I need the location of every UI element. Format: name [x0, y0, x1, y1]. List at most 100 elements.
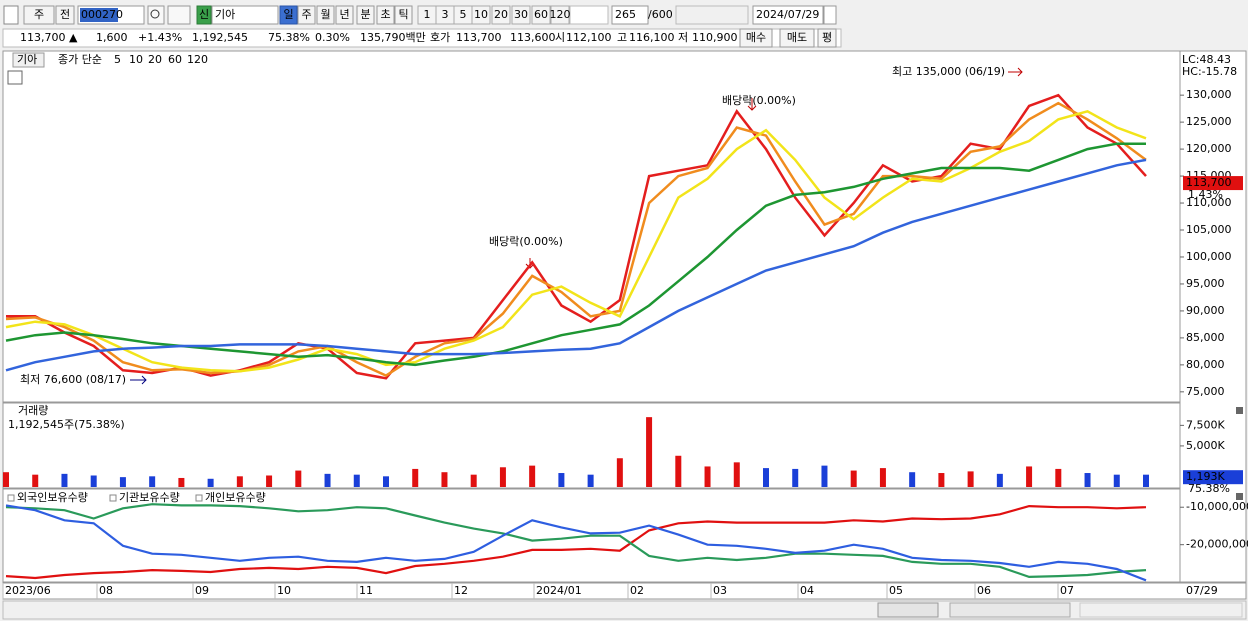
interval-button-box[interactable]: [297, 5, 316, 25]
volume-subtitle: 1,192,545주(75.38%): [8, 418, 125, 431]
x-tick-label: 02: [630, 584, 644, 597]
y-tick-label: 130,000: [1186, 88, 1232, 101]
x-tick-label: 11: [359, 584, 373, 597]
buy-button-box[interactable]: [739, 28, 773, 48]
x-tick-label: 04: [800, 584, 814, 597]
avg-button[interactable]: 평: [822, 31, 832, 44]
period-n-button: 20: [494, 8, 508, 21]
period-n-button-box[interactable]: [531, 5, 551, 25]
hc-label: HC:-15.78: [1182, 65, 1237, 78]
period-n-button-box[interactable]: [471, 5, 491, 25]
selection: [80, 8, 118, 22]
legend-item[interactable]: 개인보유수량: [205, 491, 266, 504]
x-tick-label: 07: [1060, 584, 1074, 597]
annotation: 배당락(0.00%): [489, 235, 563, 248]
interval-button: 월: [320, 8, 330, 21]
change: 1,600: [96, 31, 128, 44]
stock-name-input-box[interactable]: [211, 5, 279, 25]
volume-bar: [383, 476, 389, 487]
interval-button-box[interactable]: [394, 5, 413, 25]
menu-icon[interactable]: [3, 5, 19, 25]
series-line: [5, 101, 1147, 378]
volume-bar: [1026, 466, 1033, 487]
volume-bar: [441, 472, 448, 487]
close-icon[interactable]: [1236, 493, 1243, 500]
table-icon[interactable]: [7, 70, 23, 85]
period-n-button: 1: [424, 8, 431, 21]
y-tick-label: -20,000,000: [1186, 538, 1248, 551]
x-tick-label: 06: [977, 584, 991, 597]
annotation-arrow: [1008, 67, 1023, 77]
sound-button[interactable]: [167, 5, 191, 25]
last-volume-label: 1,193K: [1186, 470, 1225, 483]
volume-bar: [763, 468, 769, 487]
volume-bar: [32, 474, 39, 487]
legend-item[interactable]: 20: [148, 53, 162, 66]
sell-button[interactable]: 매도: [787, 31, 807, 44]
legend-item[interactable]: 120: [187, 53, 208, 66]
volume-bar: [675, 455, 682, 487]
calendar-button[interactable]: [823, 5, 837, 25]
interval-button-box[interactable]: [335, 5, 354, 25]
volume-bar: [850, 470, 857, 487]
zoom-tools[interactable]: [1079, 602, 1243, 618]
legend-item[interactable]: 기관보유수량: [119, 491, 180, 504]
volume-bar: [207, 478, 214, 487]
mode-button: 전: [60, 8, 70, 21]
legend-item[interactable]: 5: [114, 53, 121, 66]
y-tick-label: 85,000: [1186, 331, 1225, 344]
volume-bar: [1055, 468, 1062, 487]
legend-swatch: [7, 494, 15, 502]
period-n-button-box[interactable]: [491, 5, 511, 25]
sell-button-box[interactable]: [779, 28, 815, 48]
search-icon: [150, 9, 160, 19]
zoom-slider[interactable]: [949, 602, 1071, 618]
period-n-button-box[interactable]: [511, 5, 531, 25]
y-tick-label: 110,000: [1186, 196, 1232, 209]
interval-button-box[interactable]: [376, 5, 395, 25]
volume-bar: [295, 470, 302, 487]
value-axis-panel: [1179, 50, 1247, 583]
legend-item[interactable]: 60: [168, 53, 182, 66]
period-select-box[interactable]: [23, 5, 55, 25]
y-tick-label: -10,000,000: [1186, 500, 1248, 513]
new-button-box[interactable]: [196, 5, 212, 25]
volume-bar: [879, 468, 886, 487]
last-volume-marker: [1183, 470, 1243, 485]
scroll-buttons[interactable]: [877, 602, 939, 618]
volume-bar: [909, 472, 916, 487]
interval-button-box[interactable]: [316, 5, 335, 25]
volume-bar: [266, 475, 273, 487]
close-icon[interactable]: [1236, 407, 1243, 414]
buy-button[interactable]: 매수: [746, 31, 766, 44]
legend-item[interactable]: 외국인보유수량: [17, 491, 88, 504]
interval-button-box[interactable]: [279, 5, 298, 25]
legend-label: 종가 단순: [58, 53, 102, 66]
legend-title: 기아: [17, 53, 37, 66]
volume-bar: [324, 473, 331, 487]
date-input-box[interactable]: [752, 5, 824, 25]
y-tick-label: 5,000K: [1186, 439, 1225, 452]
rate: +1.43%: [138, 31, 182, 44]
ask: 113,700: [456, 31, 502, 44]
dropdown[interactable]: [569, 5, 609, 25]
volume-bar: [558, 473, 565, 487]
mode-button-box[interactable]: [55, 5, 75, 25]
legend-item[interactable]: 10: [129, 53, 143, 66]
interval-button-box[interactable]: [356, 5, 375, 25]
search-button[interactable]: [147, 5, 165, 25]
volume-bar: [1113, 474, 1120, 487]
volume-bar: [792, 468, 799, 487]
count-input-box[interactable]: [611, 5, 649, 25]
period-n-button: 60: [534, 8, 548, 21]
avg-button-box[interactable]: [817, 28, 837, 48]
period-n-button: 10: [474, 8, 488, 21]
volume-panel: [2, 402, 1181, 489]
price-panel: [2, 50, 1181, 403]
series-line: [5, 504, 1147, 580]
legend-title-box[interactable]: [12, 52, 45, 68]
period-n-button-box[interactable]: [550, 5, 570, 25]
tool-icons[interactable]: [675, 5, 749, 25]
volume-bar: [996, 473, 1003, 487]
series-line: [5, 142, 1146, 367]
